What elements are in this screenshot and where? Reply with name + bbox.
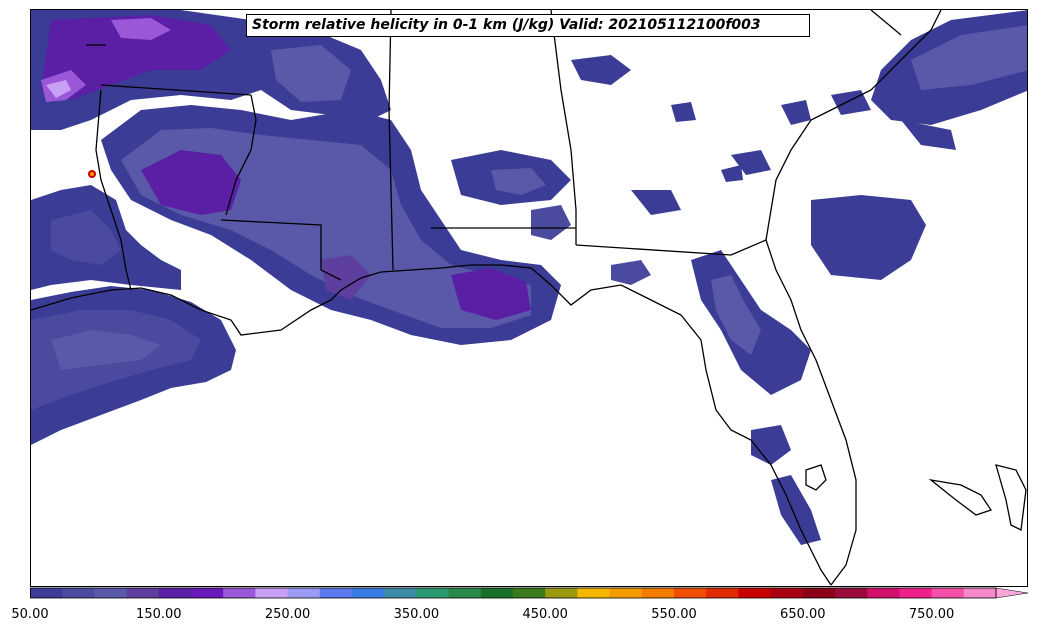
colorbar-segment (480, 588, 514, 598)
colorbar-segment (319, 588, 353, 598)
map-title: Storm relative helicity in 0-1 km (J/kg)… (246, 14, 810, 37)
boundaries-layer (31, 10, 1027, 586)
colorbar-segment (609, 588, 643, 598)
colorbar-segment (191, 588, 224, 598)
colorbar-segment (94, 588, 128, 598)
colorbar-segment (931, 588, 965, 598)
florida-east-coast (765, 239, 857, 586)
colorbar-segment (770, 588, 804, 598)
map-panel (30, 9, 1028, 587)
colorbar-tick-label: 50.00 (11, 607, 49, 622)
helicity-fill-layer (31, 10, 1027, 545)
colorbar-segment (416, 588, 450, 598)
colorbar-tick-label: 350.00 (393, 607, 440, 622)
colorbar-segment (674, 588, 707, 598)
mississippi-river (225, 94, 257, 216)
colorbar-segment (899, 588, 933, 598)
atlantic-coastline (765, 10, 942, 241)
gulf-coastline (31, 264, 832, 586)
colorbar-segment (577, 588, 611, 598)
colorbar-segment (867, 588, 900, 598)
colorbar-segment (158, 588, 192, 598)
colorbar-segment (223, 588, 256, 598)
mississippi-alabama-border (388, 10, 394, 271)
map-canvas (31, 10, 1027, 586)
colorbar-segment (738, 588, 772, 598)
lake-okeechobee (805, 464, 827, 491)
alabama-georgia-border (550, 10, 577, 245)
colorbar-segment (384, 588, 417, 598)
colorbar-segment (287, 588, 321, 598)
colorbar-segment (513, 588, 546, 598)
bahamas-outline (928, 478, 993, 516)
colorbar-tick-label: 550.00 (651, 607, 697, 622)
louisiana-mississippi-border (220, 219, 342, 281)
colorbar-tick-label: 650.00 (780, 607, 826, 622)
colorbar-outline (30, 587, 997, 599)
colorbar-segment (641, 588, 675, 598)
colorbar-segment (706, 588, 739, 598)
colorbar-segment (30, 588, 63, 598)
colorbar-segment (545, 588, 578, 598)
texas-louisiana-border (95, 89, 132, 291)
colorbar-tick-label: 250.00 (264, 607, 311, 622)
colorbar-tick-label: 150.00 (136, 607, 182, 622)
colorbar-segment (835, 588, 868, 598)
georgia-florida-border (575, 239, 767, 256)
colorbar-tick-label: 450.00 (522, 607, 568, 622)
northeast-border (870, 10, 902, 36)
colorbar (30, 587, 1029, 599)
colorbar-tick-label: 750.00 (908, 607, 955, 622)
colorbar-segment (352, 588, 385, 598)
colorbar-segment (963, 588, 997, 598)
colorbar-segment (255, 588, 289, 598)
colorbar-segment (126, 588, 160, 598)
colorbar-segment (448, 588, 482, 598)
arkansas-louisiana-border (100, 84, 252, 96)
colorbar-extend-arrow (995, 587, 1029, 599)
colorbar-segment (62, 588, 95, 598)
colorbar-segment (802, 588, 836, 598)
helicity-region-atlantic (811, 195, 926, 280)
